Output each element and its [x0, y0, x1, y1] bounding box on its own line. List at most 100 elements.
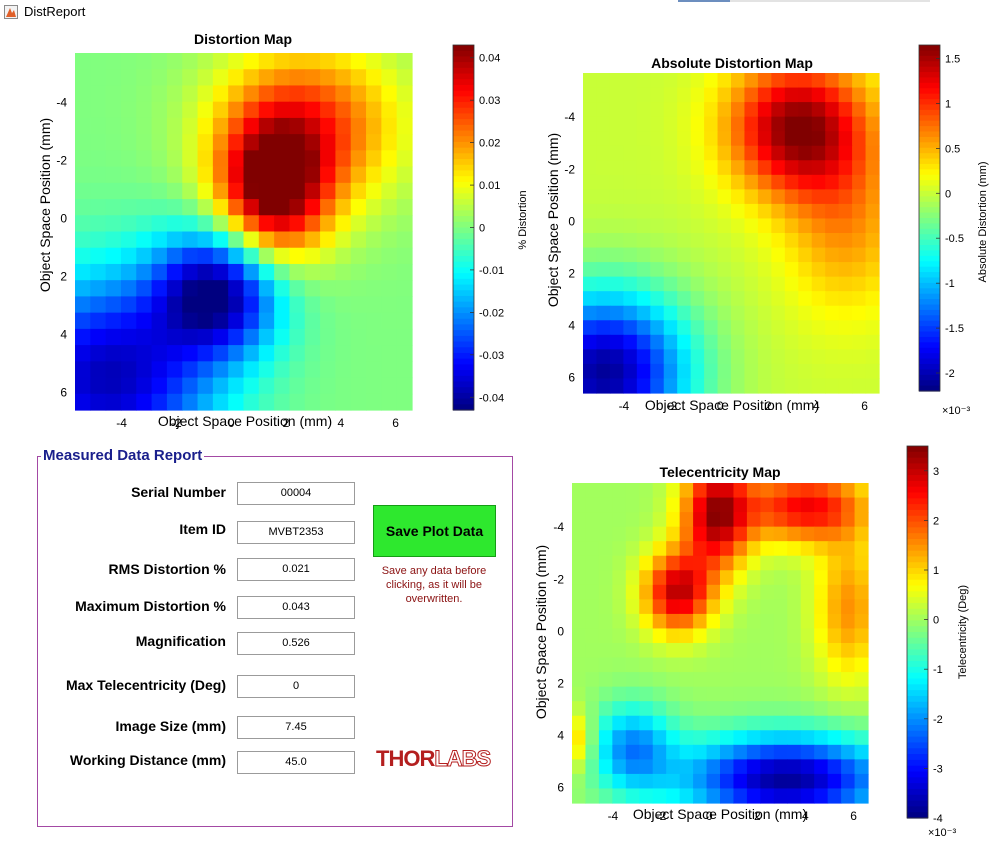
- heatmap-cell: [798, 233, 813, 249]
- heatmap-cell: [800, 555, 815, 571]
- heatmap-cell: [596, 233, 611, 249]
- heatmap-cell: [572, 599, 587, 615]
- maximum-distortion-field[interactable]: 0.043: [237, 596, 355, 619]
- heatmap-cell: [197, 361, 214, 379]
- y-tick-label: 0: [557, 624, 564, 638]
- save-plot-data-button[interactable]: Save Plot Data: [373, 505, 496, 557]
- heatmap-cell: [798, 276, 813, 292]
- heatmap-cell: [609, 102, 624, 118]
- heatmap-cell: [639, 512, 654, 528]
- x-tick-label: -4: [619, 399, 630, 413]
- heatmap-cell: [841, 672, 856, 688]
- serial-number-field[interactable]: 00004: [237, 482, 355, 505]
- heatmap-cell: [396, 328, 413, 346]
- heatmap-cell: [228, 263, 245, 281]
- heatmap-cell: [650, 145, 665, 161]
- heatmap-cell: [693, 497, 708, 513]
- heatmap-cell: [625, 759, 640, 775]
- heatmap-cell: [814, 759, 829, 775]
- heatmap-cell: [182, 101, 199, 119]
- heatmap-cell: [731, 276, 746, 292]
- colorbar-segment: [453, 387, 474, 394]
- heatmap-cell: [623, 73, 638, 89]
- heatmap-cell: [827, 541, 842, 557]
- heatmap-cell: [90, 345, 107, 362]
- colorbar-segment: [919, 136, 940, 143]
- colorbar-tick-label: 0.02: [479, 138, 500, 150]
- heatmap-cell: [771, 334, 786, 350]
- heatmap-cell: [652, 715, 667, 731]
- heatmap-cell: [720, 657, 735, 673]
- heatmap-cell: [197, 312, 214, 330]
- heatmap-cell: [814, 715, 829, 731]
- heatmap-cell: [258, 69, 275, 87]
- heatmap-cell: [757, 378, 772, 394]
- heatmap-cell: [212, 247, 229, 265]
- heatmap-cell: [335, 361, 352, 379]
- y-tick-label: 2: [557, 676, 564, 690]
- colorbar-segment: [907, 556, 928, 563]
- heatmap-cell: [744, 116, 759, 132]
- heatmap-cell: [717, 320, 732, 336]
- heatmap-cell: [136, 312, 153, 330]
- heatmap-cell: [706, 570, 721, 586]
- heatmap-cell: [335, 328, 352, 346]
- heatmap-cell: [852, 305, 867, 321]
- heatmap-cell: [335, 215, 352, 233]
- max-telecentricity-field[interactable]: 0: [237, 675, 355, 698]
- heatmap-cell: [814, 672, 829, 688]
- working-distance-field[interactable]: 45.0: [237, 751, 355, 774]
- heatmap-cell: [693, 773, 708, 790]
- magnification-field[interactable]: 0.526: [237, 632, 355, 655]
- heatmap-cell: [733, 643, 748, 659]
- item-id-field[interactable]: MVBT2353: [237, 521, 355, 544]
- y-tick-label: -2: [564, 162, 575, 176]
- heatmap-cell: [105, 393, 122, 411]
- heatmap-cell: [105, 280, 122, 298]
- colorbar-segment: [919, 288, 940, 295]
- heatmap-cell: [706, 657, 721, 673]
- heatmap-cell: [596, 174, 611, 190]
- image-size-field[interactable]: 7.45: [237, 716, 355, 739]
- heatmap-cell: [596, 349, 611, 365]
- x-axis-label: Object Space Position (mm): [158, 413, 332, 429]
- heatmap-cell: [304, 328, 321, 346]
- heatmap-cell: [366, 182, 382, 200]
- heatmap-cell: [182, 345, 199, 362]
- colorbar-segment: [907, 666, 928, 674]
- heatmap-cell: [274, 53, 291, 70]
- heatmap-cell: [289, 393, 306, 411]
- heatmap-cell: [838, 203, 853, 220]
- heatmap-cell: [784, 320, 799, 336]
- heatmap-cell: [639, 483, 654, 499]
- heatmap-cell: [773, 730, 788, 746]
- heatmap-cell: [854, 715, 869, 731]
- heatmap-cell: [787, 497, 802, 513]
- heatmap-cell: [784, 218, 799, 234]
- heatmap-cell: [838, 145, 853, 161]
- heatmap-cell: [666, 526, 681, 542]
- heatmap-cell: [854, 541, 869, 557]
- x-tick-label: -2: [667, 399, 678, 413]
- heatmap-cell: [666, 497, 681, 513]
- heatmap-cell: [166, 85, 183, 103]
- heatmap-cell: [381, 263, 398, 281]
- colorbar-segment: [919, 293, 940, 300]
- colorbar-segment: [907, 678, 928, 685]
- heatmap-cell: [814, 483, 829, 499]
- heatmap-cell: [814, 584, 829, 600]
- heatmap-cell: [706, 584, 721, 600]
- rms-distortion-field[interactable]: 0.021: [237, 558, 355, 581]
- heatmap-cell: [679, 541, 694, 557]
- heatmap-cell: [865, 218, 880, 234]
- heatmap-cell: [120, 166, 137, 184]
- heatmap-cell: [693, 526, 708, 542]
- heatmap-cell: [650, 218, 665, 234]
- heatmap-cell: [679, 599, 694, 615]
- heatmap-cell: [731, 145, 746, 161]
- heatmap-cell: [746, 730, 761, 746]
- colorbar-segment: [453, 244, 474, 251]
- heatmap-cell: [717, 262, 732, 278]
- heatmap-cell: [650, 131, 665, 147]
- colorbar-segment: [919, 261, 940, 268]
